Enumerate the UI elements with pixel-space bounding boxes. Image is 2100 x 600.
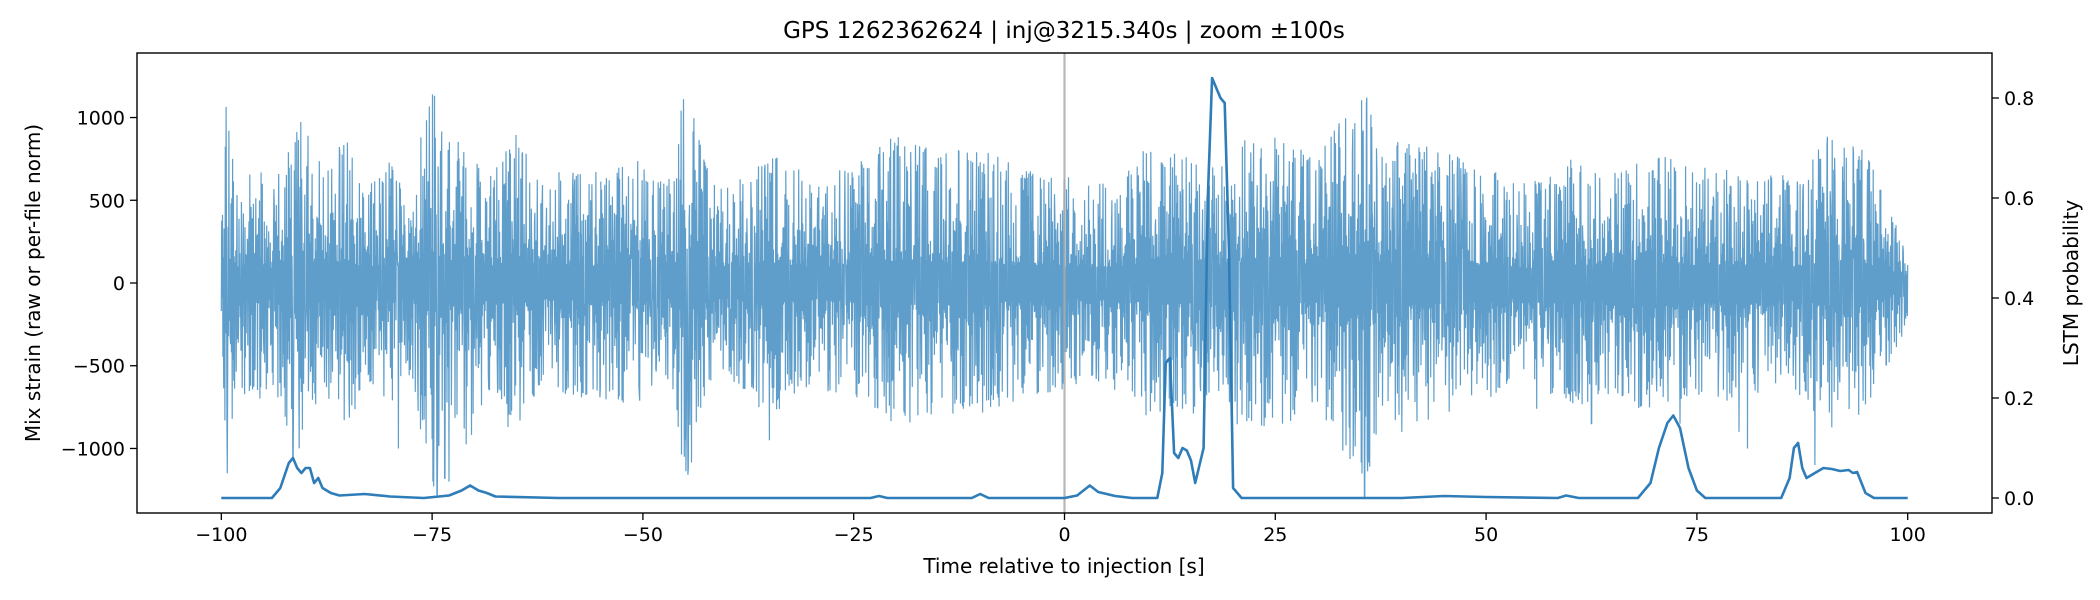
x-tick-label: −25	[834, 524, 874, 546]
y-tick-label: 0	[113, 273, 125, 295]
x-tick-label: 25	[1263, 524, 1287, 546]
y-tick-label: 500	[89, 190, 125, 212]
probability-line	[221, 76, 1908, 500]
y2-tick-label: 0.4	[2004, 288, 2034, 310]
y-axis-label: Mix strain (raw or per-file norm)	[21, 124, 45, 442]
y2-axis-ticks: 0.0 0.2 0.4 0.6 0.8	[1992, 88, 2034, 510]
plot-area	[220, 53, 1909, 513]
x-tick-label: 100	[1890, 524, 1926, 546]
y2-tick-label: 0.2	[2004, 388, 2034, 410]
x-tick-label: 75	[1685, 524, 1709, 546]
x-tick-label: −50	[623, 524, 663, 546]
x-tick-label: 0	[1058, 524, 1070, 546]
y2-tick-label: 0.6	[2004, 188, 2034, 210]
chart-title: GPS 1262362624 | inj@3215.340s | zoom ±1…	[783, 18, 1345, 44]
lstm-probability-series	[221, 76, 1908, 500]
y2-tick-label: 0.0	[2004, 488, 2034, 510]
x-tick-label: −75	[412, 524, 452, 546]
x-axis-label: Time relative to injection [s]	[922, 554, 1204, 578]
y-tick-label: −1000	[61, 438, 125, 460]
y2-axis-label: LSTM probability	[2059, 200, 2083, 367]
x-tick-label: −100	[195, 524, 247, 546]
y-tick-label: −500	[73, 356, 125, 378]
y-tick-label: 1000	[77, 108, 125, 130]
y-axis-ticks: −1000 −500 0 500 1000	[61, 108, 137, 460]
x-axis-ticks: −100 −75 −50 −25 0 25 50 75 100	[195, 513, 1926, 546]
y2-tick-label: 0.8	[2004, 88, 2034, 110]
x-tick-label: 50	[1474, 524, 1498, 546]
